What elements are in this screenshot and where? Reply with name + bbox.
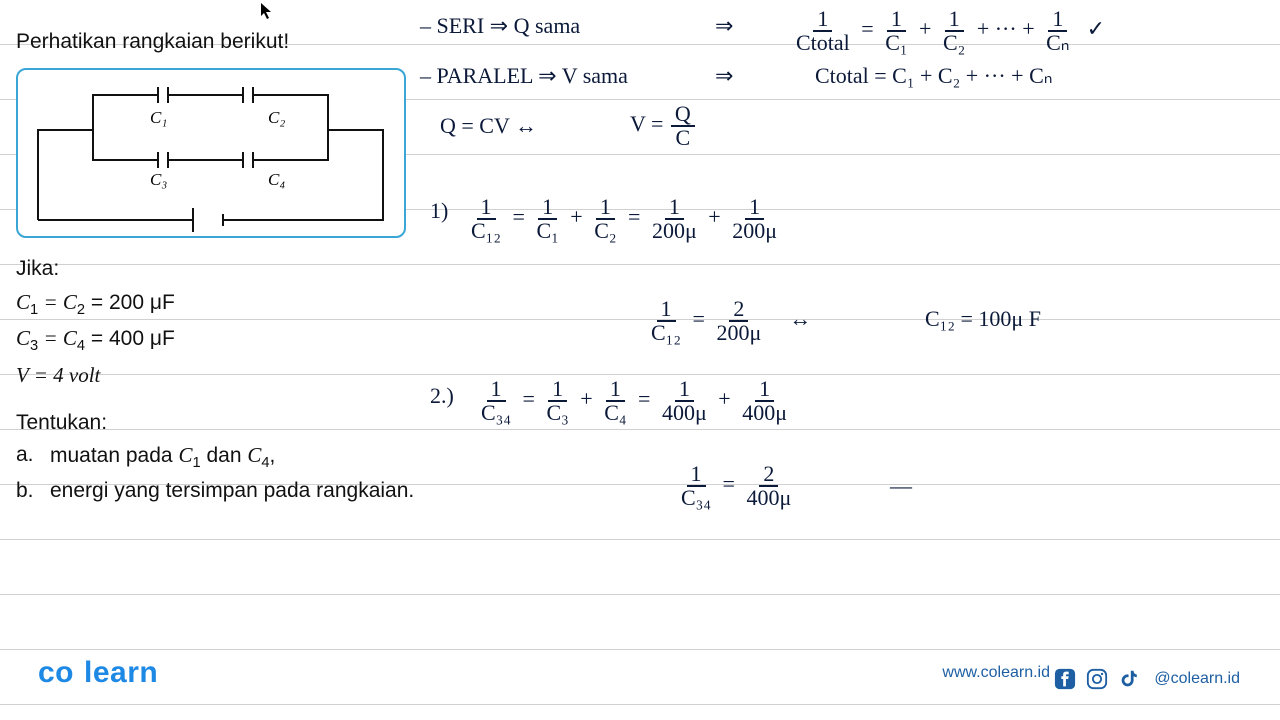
problem-title: Perhatikan rangkaian berikut! xyxy=(16,30,416,54)
note-seri-formula: 1Ctotal = 1C₁ + 1C₂ + ··· + 1Cₙ ✓ xyxy=(790,8,1105,54)
note-seri: – SERI ⇒ Q sama xyxy=(420,13,580,39)
jika-label: Jika: xyxy=(16,252,416,286)
instagram-icon xyxy=(1086,668,1108,690)
tiktok-icon xyxy=(1118,668,1140,690)
calc2-dash: — xyxy=(890,473,912,499)
handwritten-notes: – SERI ⇒ Q sama ⇒ 1Ctotal = 1C₁ + 1C₂ + … xyxy=(420,8,1270,608)
given-line-3: V = 4 volt xyxy=(16,359,416,393)
problem-panel: Perhatikan rangkaian berikut! xyxy=(16,30,416,508)
cap-label-c2: C₂ xyxy=(268,108,285,128)
calc2-step2: 1C₃₄ = 2400μ xyxy=(675,463,797,509)
calc2-step1: 1C₃₄ = 1C₃ + 1C₄ = 1400μ + 1400μ xyxy=(475,378,793,424)
given-block: Jika: C1 = C2 = 200 μF C3 = C4 = 400 μF … xyxy=(16,252,416,393)
note-paralel: – PARALEL ⇒ V sama xyxy=(420,63,628,89)
cap-label-c1: C₁ xyxy=(150,108,167,128)
circuit-svg xyxy=(18,70,408,240)
tentukan-label: Tentukan: xyxy=(16,407,416,440)
arrow-icon: ⇒ xyxy=(715,13,733,39)
calc1-result: C₁₂ = 100μ F xyxy=(925,306,1041,332)
given-line-2: C3 = C4 = 400 μF xyxy=(16,322,416,359)
question-b: b. energi yang tersimpan pada rangkaian. xyxy=(16,475,416,508)
calc1-label: 1) xyxy=(430,198,448,224)
social-row: @colearn.id xyxy=(1054,668,1240,690)
given-line-1: C1 = C2 = 200 μF xyxy=(16,286,416,323)
question-a: a. muatan pada C1 dan C4, xyxy=(16,439,416,475)
site-url: www.colearn.id xyxy=(942,664,1050,682)
cap-label-c3: C₃ xyxy=(150,170,167,190)
question-block: Tentukan: a. muatan pada C1 dan C4, b. e… xyxy=(16,407,416,508)
cap-label-c4: C₄ xyxy=(268,170,285,190)
facebook-icon xyxy=(1054,668,1076,690)
social-handle: @colearn.id xyxy=(1154,670,1240,688)
calc1-step2: 1C₁₂ = 2200μ ↔ xyxy=(645,298,811,344)
note-vqc: V = QC xyxy=(630,103,697,149)
brand-logo: colearn xyxy=(38,656,158,690)
calc2-label: 2.) xyxy=(430,383,454,409)
calc1-step1: 1C₁₂ = 1C₁ + 1C₂ = 1200μ + 1200μ xyxy=(465,196,783,242)
cursor-pointer-icon xyxy=(260,2,274,20)
note-qcv: Q = CV ↔ xyxy=(440,113,537,139)
check-icon: ✓ xyxy=(1087,16,1105,41)
note-paralel-formula: Ctotal = C₁ + C₂ + ··· + Cₙ xyxy=(815,63,1053,89)
circuit-diagram: C₁ C₂ C₃ C₄ xyxy=(16,68,406,238)
arrow-icon: ⇒ xyxy=(715,63,733,89)
